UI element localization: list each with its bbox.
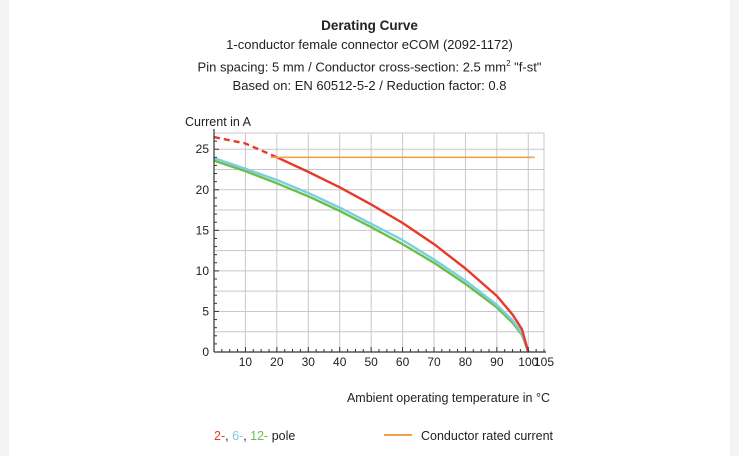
chart-subtitle-2: Pin spacing: 5 mm / Conductor cross-sect… (9, 54, 730, 76)
series-2-pole (276, 156, 530, 353)
legend-12-pole: 12- (250, 429, 268, 443)
legend-pole-word: pole (268, 429, 295, 443)
y-tick-label-10: 10 (196, 264, 210, 278)
series-12-pole (213, 159, 530, 353)
x-tick-label-60: 60 (396, 355, 410, 369)
axes (213, 129, 546, 353)
grid (214, 132, 545, 352)
x-tick-label-80: 80 (459, 355, 473, 369)
legend-sep-2: , (243, 429, 250, 443)
y-tick-label-0: 0 (202, 345, 209, 359)
subtitle-2-text: Pin spacing: 5 mm / Conductor cross-sect… (197, 59, 507, 75)
x-tick-label-105: 105 (534, 355, 554, 369)
chart-title: Derating Curve (321, 18, 418, 33)
chart-frame: Derating Curve 1-conductor female connec… (9, 0, 730, 456)
x-tick-label-30: 30 (302, 355, 316, 369)
x-tick-label-90: 90 (490, 355, 504, 369)
y-axis-label: Current in A (185, 115, 252, 129)
x-tick-label-50: 50 (364, 355, 378, 369)
y-tick-label-15: 15 (196, 223, 210, 237)
superscript-2: 2 (506, 59, 511, 68)
x-tick-label-70: 70 (427, 355, 441, 369)
subtitle-2-suffix: "f-st" (514, 59, 542, 75)
chart-titles: Derating Curve 1-conductor female connec… (9, 16, 730, 95)
x-axis-label: Ambient operating temperature in °C (347, 391, 550, 405)
legend-2-pole: 2- (214, 429, 225, 443)
series-2-pole-dashed (213, 135, 278, 159)
chart-subtitle-1: 1-conductor female connector eCOM (2092-… (226, 37, 513, 52)
x-tick-label-40: 40 (333, 355, 347, 369)
legend: 2-, 6-, 12- pole Conductor rated current (214, 429, 554, 443)
series-6-pole (213, 156, 530, 353)
x-tick-label-100: 100 (518, 355, 538, 369)
legend-pole-text: 2-, 6-, 12- pole (214, 429, 295, 443)
legend-6-pole: 6- (232, 429, 243, 443)
y-tick-label-25: 25 (196, 142, 210, 156)
curves (213, 135, 535, 353)
y-tick-label-20: 20 (196, 183, 210, 197)
x-tick-label-20: 20 (270, 355, 284, 369)
legend-rated-label: Conductor rated current (421, 429, 554, 443)
chart-subtitle-3: Based on: EN 60512-5-2 / Reduction facto… (232, 78, 507, 94)
y-tick-label-5: 5 (202, 304, 209, 318)
legend-sep-1: , (225, 429, 232, 443)
x-tick-label-10: 10 (239, 355, 253, 369)
